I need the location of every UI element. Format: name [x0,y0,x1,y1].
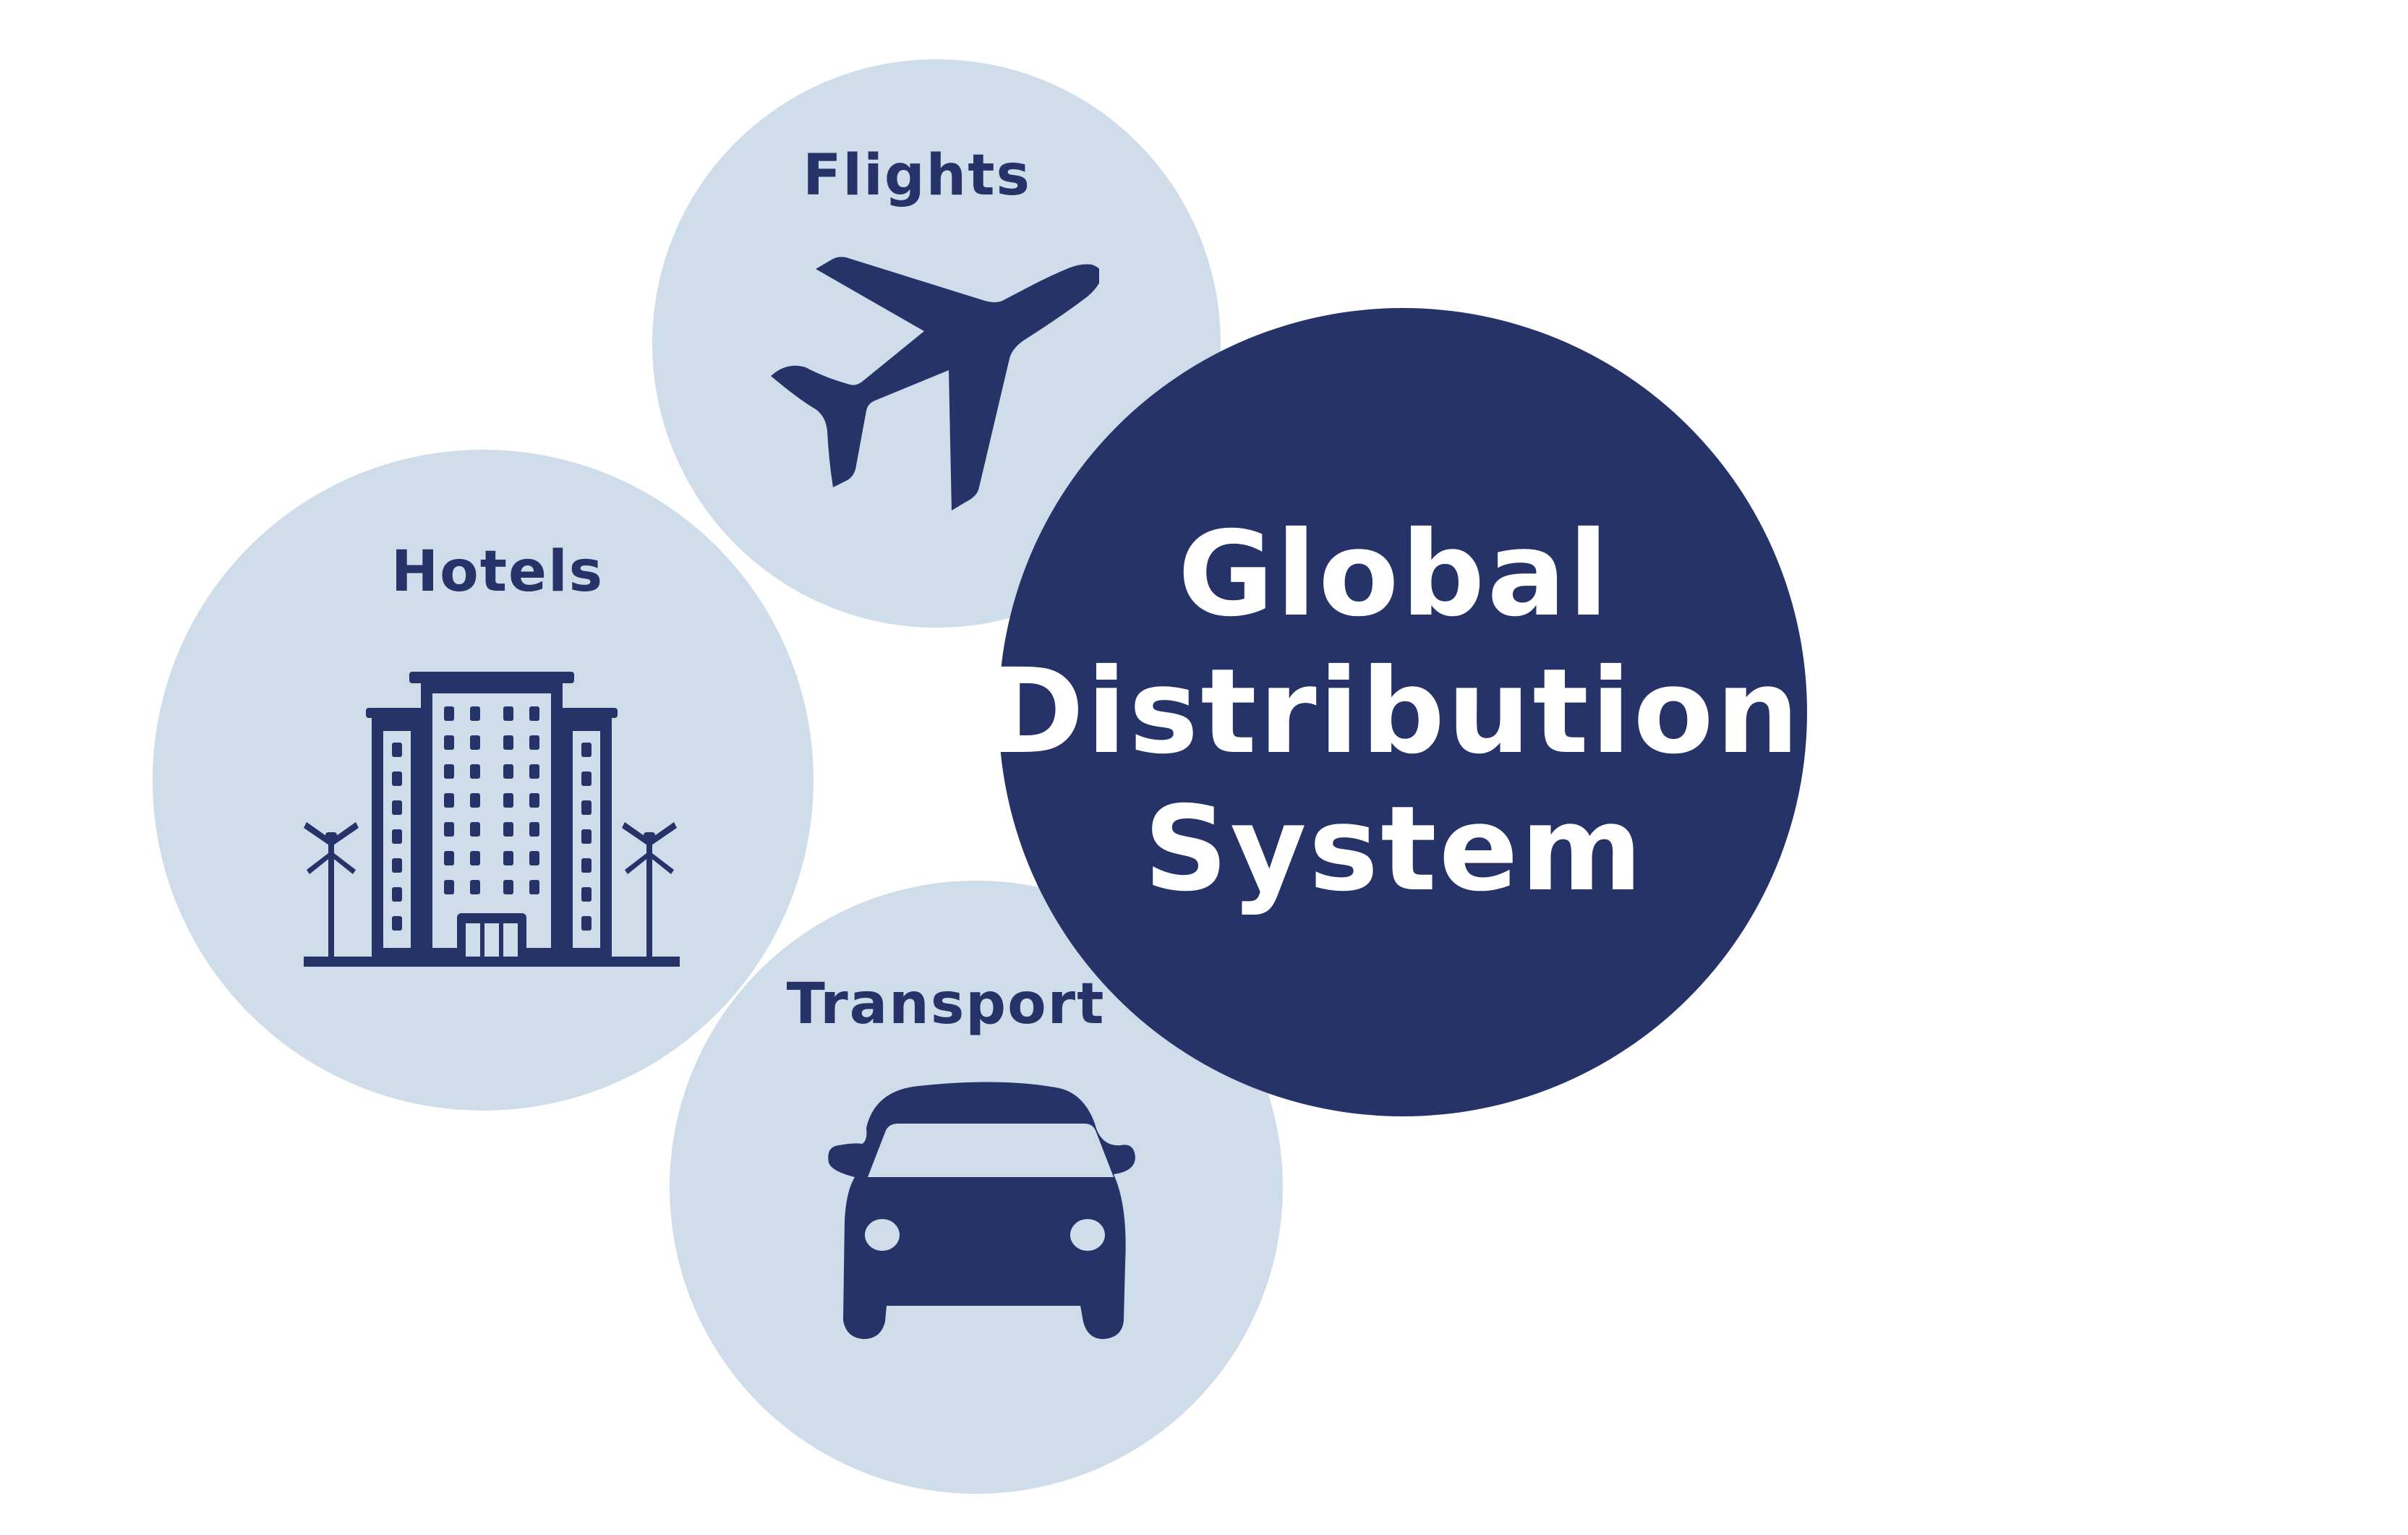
gds-title-line-3: System [1143,782,1645,918]
hotels-label: Hotels [390,539,605,604]
gds-center-circle [999,308,1807,1116]
car-icon [828,1082,1135,1339]
flights-label: Flights [803,143,1031,208]
gds-title-line-1: Global [1177,507,1611,643]
transport-label: Transport [786,972,1106,1037]
gds-title: Global Distribution System [987,506,1801,918]
airplane-icon [771,257,1099,510]
hotel-building-icon [304,672,680,967]
gds-title-line-2: Distribution [986,644,1802,780]
